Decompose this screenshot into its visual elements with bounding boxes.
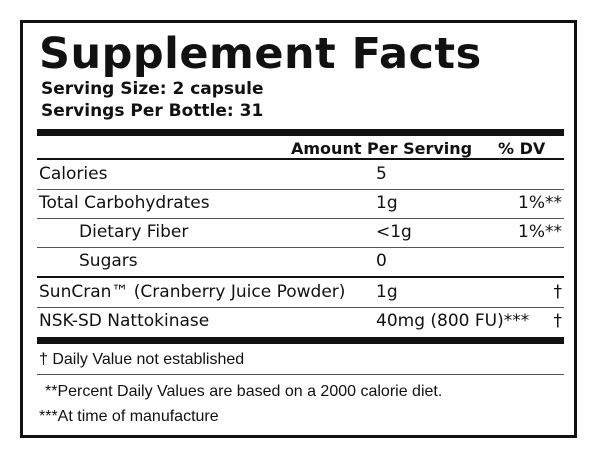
nutrient-row-dietary-fiber: Dietary Fiber <1g 1%** — [37, 218, 564, 247]
thick-divider-bottom — [37, 337, 564, 344]
row-dv: † — [553, 282, 563, 302]
supplement-facts-panel: Supplement Facts Serving Size: 2 capsule… — [20, 20, 577, 438]
row-divider — [37, 247, 564, 248]
nutrient-row-calories: Calories 5 — [37, 160, 564, 189]
row-amount: 1g — [376, 193, 398, 213]
row-label: Total Carbohydrates — [39, 193, 210, 213]
row-label: NSK-SD Nattokinase — [39, 311, 210, 331]
row-dv: 1%** — [518, 222, 562, 242]
nutrient-row-total-carbohydrates: Total Carbohydrates 1g 1%** — [37, 189, 564, 218]
row-label: Sugars — [79, 251, 138, 271]
row-label: Dietary Fiber — [79, 222, 189, 242]
row-amount: <1g — [376, 222, 412, 242]
row-dv: † — [553, 311, 563, 331]
footnote-percent-dv: **Percent Daily Values are based on a 20… — [45, 383, 443, 400]
amount-per-serving-header: Amount Per Serving — [291, 139, 473, 158]
row-amount: 40mg (800 FU)*** — [376, 311, 530, 331]
footnote-divider — [37, 374, 564, 375]
footnote-daily-value: † Daily Value not established — [39, 351, 245, 368]
panel-title: Supplement Facts — [39, 29, 482, 79]
dv-header: % DV — [498, 139, 546, 158]
row-divider — [37, 218, 564, 219]
ingredient-row-nattokinase: NSK-SD Nattokinase 40mg (800 FU)*** † — [37, 307, 564, 336]
servings-per-bottle: Servings Per Bottle: 31 — [41, 101, 264, 121]
header-divider — [37, 158, 564, 160]
footnote-manufacture: ***At time of manufacture — [39, 408, 219, 425]
row-label: Calories — [39, 164, 108, 184]
row-amount: 5 — [376, 164, 387, 184]
row-dv: 1%** — [518, 193, 562, 213]
row-divider — [37, 189, 564, 190]
row-amount: 1g — [376, 282, 398, 302]
row-label: SunCran™ (Cranberry Juice Powder) — [39, 282, 346, 302]
row-amount: 0 — [376, 251, 387, 271]
section-divider — [37, 276, 564, 278]
serving-size: Serving Size: 2 capsule — [41, 79, 264, 99]
row-divider — [37, 307, 564, 308]
nutrient-row-sugars: Sugars 0 — [37, 247, 564, 276]
ingredient-row-suncran: SunCran™ (Cranberry Juice Powder) 1g † — [37, 278, 564, 307]
thick-divider-top — [37, 129, 564, 136]
